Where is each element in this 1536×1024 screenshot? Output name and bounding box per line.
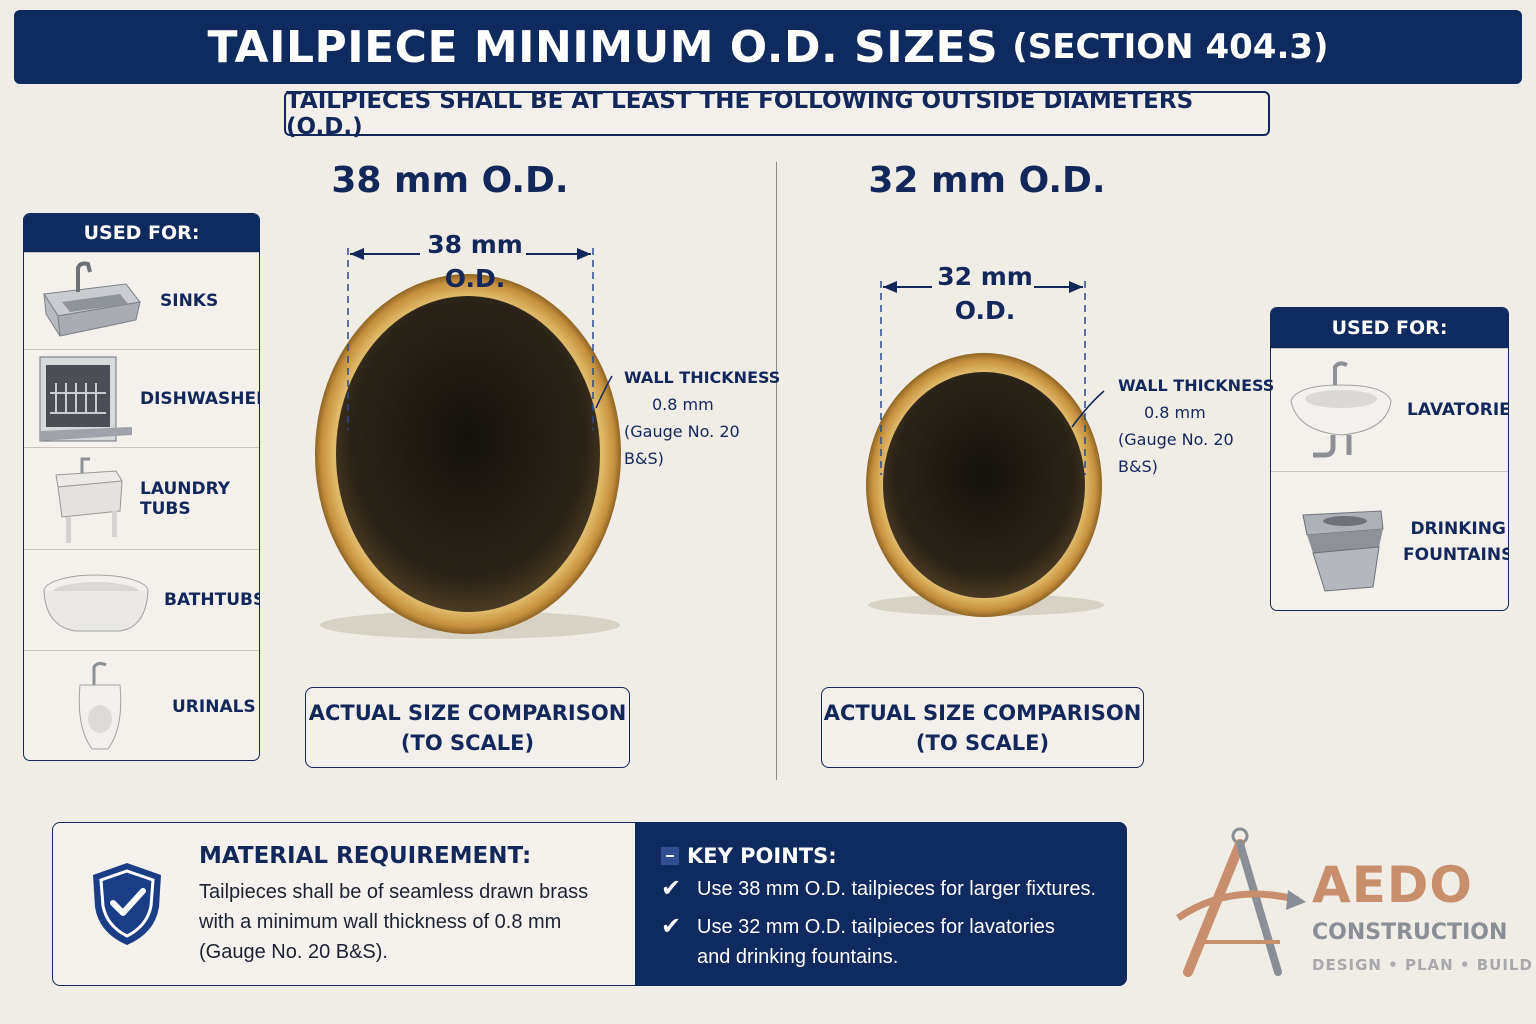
list-item: LAVATORIES bbox=[1271, 348, 1508, 471]
dishwasher-icon bbox=[39, 356, 132, 441]
material-line3: (Gauge No. 20 B&S). bbox=[199, 941, 388, 963]
arrow-left-icon bbox=[883, 281, 897, 293]
urinals-label: URINALS bbox=[172, 696, 256, 717]
left-dim-line1: 38 mm bbox=[427, 230, 523, 259]
arrow-right-icon bbox=[577, 248, 591, 260]
list-item: DISHWASHERS bbox=[24, 349, 259, 447]
left-dim-label: 38 mm O.D. bbox=[400, 228, 550, 296]
bathtub-icon bbox=[43, 574, 149, 632]
left-wall-line1: WALL THICKNESS bbox=[624, 368, 781, 387]
drinking-label: DRINKING bbox=[1410, 519, 1506, 539]
list-item: SINKS bbox=[24, 252, 259, 349]
material-line1: Tailpieces shall be of seamless drawn br… bbox=[199, 881, 589, 903]
right-size-heading: 32 mm O.D. bbox=[868, 160, 1106, 201]
right-wall-line2: 0.8 mm bbox=[1144, 403, 1206, 422]
left-dim-line2: O.D. bbox=[444, 264, 506, 293]
bathtubs-label: BATHTUBS bbox=[164, 590, 260, 610]
key-points-box: KEY POINTS: ✔ Use 38 mm O.D. tailpieces … bbox=[635, 822, 1127, 986]
page-title: TAILPIECE MINIMUM O.D. SIZES bbox=[207, 21, 999, 73]
title-bar: TAILPIECE MINIMUM O.D. SIZES (SECTION 40… bbox=[14, 10, 1522, 84]
right-scale-line2: (TO SCALE) bbox=[915, 730, 1050, 755]
sink-icon bbox=[43, 261, 141, 337]
left-size-heading: 38 mm O.D. bbox=[331, 160, 569, 201]
logo-tagline: DESIGN • PLAN • BUILD bbox=[1312, 956, 1533, 974]
urinal-icon bbox=[78, 661, 122, 749]
section-reference: (SECTION 404.3) bbox=[1012, 27, 1329, 67]
pipe-bore bbox=[883, 372, 1085, 598]
left-pipe-diagram bbox=[315, 248, 621, 639]
left-wall-line2: 0.8 mm bbox=[652, 395, 714, 414]
left-used-for-panel: USED FOR: SINKS DISHWASHERS bbox=[23, 213, 260, 761]
arrow-right-icon bbox=[1069, 281, 1083, 293]
key-point-2-line1: Use 32 mm O.D. tailpieces for lavatories bbox=[697, 916, 1055, 938]
right-scale-box: ACTUAL SIZE COMPARISON (TO SCALE) bbox=[821, 687, 1144, 768]
list-item: LAUNDRY TUBS bbox=[24, 447, 259, 549]
key-bullet-icon bbox=[661, 847, 679, 865]
key-points-header: KEY POINTS: bbox=[661, 844, 837, 868]
subtitle-box: TAILPIECES SHALL BE AT LEAST THE FOLLOWI… bbox=[284, 88, 1270, 140]
key-point-1: ✔ Use 38 mm O.D. tailpieces for larger f… bbox=[661, 874, 1121, 904]
dishwashers-label: DISHWASHERS bbox=[140, 388, 259, 409]
right-panel-heading: USED FOR: bbox=[1271, 308, 1508, 348]
left-scale-line2: (TO SCALE) bbox=[400, 730, 535, 755]
check-icon: ✔ bbox=[661, 875, 682, 902]
key-point-2-line2: and drinking fountains. bbox=[697, 946, 899, 968]
right-dim-line2: O.D. bbox=[954, 296, 1016, 325]
material-text: Tailpieces shall be of seamless drawn br… bbox=[199, 877, 629, 967]
lavatories-label: LAVATORIES bbox=[1407, 400, 1508, 420]
left-scale-box: ACTUAL SIZE COMPARISON (TO SCALE) bbox=[305, 687, 630, 768]
shield-check-icon bbox=[93, 863, 161, 945]
center-divider bbox=[776, 162, 777, 780]
right-scale-line1: ACTUAL SIZE COMPARISON bbox=[823, 700, 1142, 725]
left-panel-heading: USED FOR: bbox=[24, 214, 259, 252]
drinking-fountain-icon bbox=[1302, 510, 1384, 592]
material-title: MATERIAL REQUIREMENT: bbox=[199, 843, 532, 869]
list-item: DRINKING FOUNTAINS bbox=[1271, 471, 1509, 610]
right-dim-line1: 32 mm bbox=[937, 262, 1033, 291]
sinks-label: SINKS bbox=[160, 291, 219, 311]
pipe-bore bbox=[336, 296, 600, 612]
list-item: BATHTUBS bbox=[24, 549, 259, 650]
right-dim-label: 32 mm O.D. bbox=[910, 260, 1060, 328]
key-point-1-text: Use 38 mm O.D. tailpieces for larger fix… bbox=[697, 878, 1097, 900]
list-item: URINALS bbox=[24, 650, 259, 760]
lavatory-icon bbox=[1290, 361, 1392, 458]
laundry-tub-icon bbox=[55, 457, 123, 543]
left-scale-line1: ACTUAL SIZE COMPARISON bbox=[308, 700, 627, 725]
material-line2: with a minimum wall thickness of 0.8 mm bbox=[199, 911, 562, 933]
check-icon: ✔ bbox=[661, 913, 682, 940]
right-wall-line3: (Gauge No. 20 B&S) bbox=[1118, 430, 1234, 476]
laundry-tubs-label: LAUNDRY TUBS bbox=[140, 478, 231, 519]
logo-sub: CONSTRUCTION bbox=[1312, 920, 1508, 945]
arrow-left-icon bbox=[350, 248, 364, 260]
logo-name: AEDO bbox=[1312, 856, 1473, 914]
left-wall-line3: (Gauge No. 20 B&S) bbox=[624, 422, 740, 468]
material-requirement-box: MATERIAL REQUIREMENT: Tailpieces shall b… bbox=[52, 822, 636, 986]
left-wall-thickness-label: WALL THICKNESS 0.8 mm (Gauge No. 20 B&S) bbox=[624, 364, 784, 472]
right-wall-line1: WALL THICKNESS bbox=[1118, 376, 1275, 395]
right-wall-thickness-label: WALL THICKNESS 0.8 mm (Gauge No. 20 B&S) bbox=[1118, 372, 1278, 480]
key-point-2: ✔ Use 32 mm O.D. tailpieces for lavatori… bbox=[661, 912, 1121, 972]
compass-a-icon bbox=[1176, 827, 1306, 977]
right-pipe-diagram bbox=[866, 281, 1105, 617]
fountains-label: FOUNTAINS bbox=[1403, 545, 1509, 565]
right-used-for-panel: USED FOR: LAVATORIES DRINKING FOUNTAINS bbox=[1270, 307, 1509, 611]
key-points-title: KEY POINTS: bbox=[687, 844, 837, 868]
